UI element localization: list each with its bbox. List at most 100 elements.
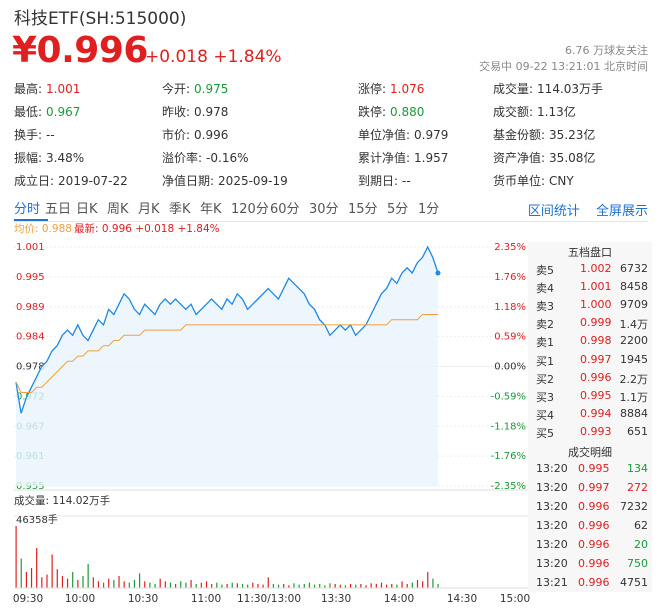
tab-1[interactable]: 五日 xyxy=(45,202,72,217)
orderbook-price: 0.994 xyxy=(580,406,612,420)
orderbook-vol: 6732 xyxy=(620,262,648,275)
volume-bar xyxy=(396,584,398,588)
stat-item: 最高: 1.001 xyxy=(14,80,80,97)
deal-time: 13:20 xyxy=(536,519,568,532)
stat-item: 货币单位: CNY xyxy=(493,172,574,189)
stat-item: 溢价率: -0.16% xyxy=(162,149,249,166)
pct-tick-label: 1.76% xyxy=(494,272,526,283)
volume-bar xyxy=(355,584,357,588)
stat-label: 货币单位: xyxy=(493,174,546,188)
orderbook-vol: 2200 xyxy=(620,334,648,348)
tab-2[interactable]: 日K xyxy=(76,202,98,217)
volume-bar xyxy=(66,578,69,588)
stat-value: 1.076 xyxy=(390,82,425,96)
fullscreen-link[interactable]: 全屏展示 xyxy=(595,204,648,219)
stat-item: 最低: 0.967 xyxy=(14,103,80,120)
tabs-divider xyxy=(14,221,648,222)
y-tick-label: 1.001 xyxy=(16,242,45,253)
orderbook-vol: 651 xyxy=(627,424,648,438)
tab-6[interactable]: 年K xyxy=(200,202,222,217)
deal-price: 0.996 xyxy=(578,538,610,551)
volume-bar xyxy=(324,585,326,588)
volume-bar xyxy=(252,582,254,588)
chart-links: 区间统计 全屏展示 xyxy=(516,200,648,219)
volume-bar xyxy=(61,575,64,588)
stat-label: 昨收: xyxy=(162,105,191,119)
volume-bar xyxy=(339,584,341,588)
volume-bar xyxy=(221,584,223,588)
volume-bar xyxy=(15,526,17,588)
volume-bar xyxy=(97,581,100,588)
stat-item: 涨停: 1.076 xyxy=(358,80,424,97)
tab-7[interactable]: 120分 xyxy=(231,202,269,217)
stat-value: 1.957 xyxy=(414,151,449,165)
deal-time: 13:20 xyxy=(536,538,568,551)
volume-bar xyxy=(20,558,22,588)
volume-bar xyxy=(144,581,146,588)
stat-item: 基金份额: 35.23亿 xyxy=(493,126,595,143)
orderbook-label: 卖5 xyxy=(536,264,554,277)
volume-bar xyxy=(82,575,84,588)
volume-bar xyxy=(422,581,424,588)
volume-bar xyxy=(375,583,377,588)
tab-4[interactable]: 月K xyxy=(138,202,160,217)
stat-label: 跌停: xyxy=(358,105,387,119)
volume-bar xyxy=(164,581,166,588)
orderbook-price: 0.999 xyxy=(580,316,612,330)
deal-price: 0.996 xyxy=(578,519,610,532)
stat-item: 跌停: 0.880 xyxy=(358,103,424,120)
x-tick-label: 15:00 xyxy=(500,593,530,605)
avg-legend: 均价: 0.988 xyxy=(14,223,72,235)
tab-10[interactable]: 15分 xyxy=(348,202,378,217)
stat-value: 0.967 xyxy=(46,105,81,119)
orderbook-price: 0.997 xyxy=(580,352,612,366)
stat-label: 今开: xyxy=(162,82,191,96)
volume-bar xyxy=(272,583,274,588)
stat-value: 2025-09-19 xyxy=(218,174,288,188)
tab-5[interactable]: 季K xyxy=(169,202,191,217)
volume-bar xyxy=(257,583,259,588)
tab-3[interactable]: 周K xyxy=(107,202,129,217)
tab-8[interactable]: 60分 xyxy=(270,202,300,217)
volume-bar xyxy=(329,583,331,588)
tab-0[interactable]: 分时 xyxy=(14,202,41,217)
pct-tick-label: -2.35% xyxy=(491,481,526,492)
range-stats-link[interactable]: 区间统计 xyxy=(527,204,580,219)
stat-value: -- xyxy=(46,128,55,142)
deal-time: 13:20 xyxy=(536,500,568,513)
volume-bar xyxy=(46,574,48,588)
volume-bar xyxy=(200,582,202,588)
tab-12[interactable]: 1分 xyxy=(418,202,440,217)
pct-tick-label: -1.76% xyxy=(491,451,526,462)
volume-bar xyxy=(288,585,290,588)
deal-time: 13:20 xyxy=(536,462,568,475)
stat-label: 最高: xyxy=(14,82,43,96)
stat-value: 2019-07-22 xyxy=(58,174,128,188)
x-tick-label: 14:00 xyxy=(384,593,414,605)
volume-bar xyxy=(154,583,156,588)
stat-label: 累计净值: xyxy=(358,151,411,165)
stat-value: 0.996 xyxy=(194,128,229,142)
orderbook-row: 卖2 0.999 1.4万 xyxy=(530,316,652,334)
volume-bar xyxy=(298,584,300,588)
stat-value: 114.03万手 xyxy=(537,82,604,96)
orderbook-price: 0.996 xyxy=(580,370,612,384)
x-tick-label: 10:30 xyxy=(128,593,158,605)
volume-bar xyxy=(102,582,105,588)
pct-tick-label: -1.18% xyxy=(491,421,526,432)
deal-row: 13:21 0.996 4751 xyxy=(530,576,652,594)
volume-bar xyxy=(226,583,228,588)
volume-bar xyxy=(247,584,249,588)
pct-tick-label: 0.59% xyxy=(494,332,526,343)
volume-bar xyxy=(180,581,182,588)
tab-11[interactable]: 5分 xyxy=(387,202,409,217)
tab-9[interactable]: 30分 xyxy=(309,202,339,217)
orderbook-label: 买1 xyxy=(536,354,554,368)
active-tab-indicator xyxy=(14,219,48,221)
chart-tabs: 分时 五日 日K 周K 月K 季K 年K 120分 60分 30分 15分 5分 1分 xyxy=(14,198,449,220)
volume-bar xyxy=(77,579,79,588)
volume-bar xyxy=(391,583,393,588)
stat-item: 净值日期: 2025-09-19 xyxy=(162,172,288,189)
latest-legend: 最新: 0.996 +0.018 +1.84% xyxy=(74,222,220,235)
intraday-chart[interactable]: 均价: 0.988 最新: 0.996 +0.018 +1.84% 1.001 2.3… xyxy=(0,220,660,615)
